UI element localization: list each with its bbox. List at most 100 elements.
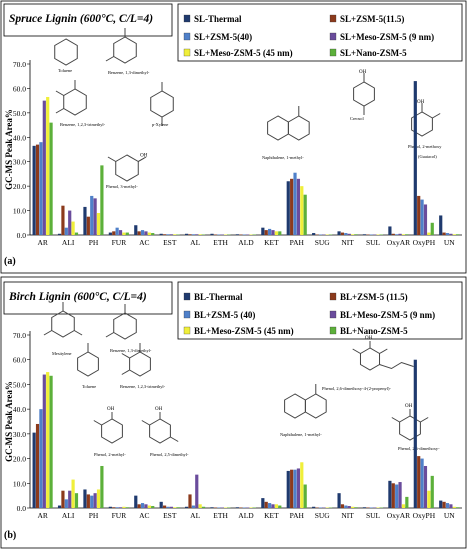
bar-OxyPH-3 xyxy=(423,204,428,235)
bar-NIT-4 xyxy=(351,506,355,508)
legend: SL-Thermal SL+ZSM-5(11.5) SL+ZSM-5(40) SL+M… xyxy=(177,3,463,62)
bar-AL-3 xyxy=(195,474,199,508)
category-label: EST xyxy=(163,511,177,520)
molecule-structure-1: Benzene, 1,3-dimethyl- xyxy=(105,28,150,76)
bar-NIT-5 xyxy=(354,234,358,235)
bar-PAH-5 xyxy=(303,194,307,235)
legend-box xyxy=(177,281,463,340)
molecule-name-label: (Guaiacol) xyxy=(418,154,437,159)
bar-ALI-2 xyxy=(64,227,68,235)
hydroxyl-label: OH xyxy=(140,154,148,159)
molecule-structure-8: OH Phenol, 2,6-dimethoxy- xyxy=(391,404,440,452)
bar-UN-3 xyxy=(449,233,453,235)
ring-0 xyxy=(267,115,289,141)
legend: BL-Thermal BL+ZSM-5 (11.5) BL+ZSM-5 (40) BL… xyxy=(177,281,463,340)
bar-UN-3 xyxy=(449,504,453,508)
molecule-name-label: Phenol, 3-methyl- xyxy=(106,184,138,190)
bar-OxyPH-5 xyxy=(430,475,434,508)
substituent-bond-2 xyxy=(121,369,130,375)
y-tick-label: 50.0 xyxy=(13,380,26,389)
bar-NIT-3 xyxy=(347,506,351,508)
molecule-structure-0: Toluene xyxy=(54,38,78,73)
bar-PAH-0 xyxy=(286,470,290,508)
legend-label-5: SL+Nano-ZSM-5 xyxy=(340,48,407,58)
bar-OxyAR-0 xyxy=(388,226,392,235)
substituent-bond-1 xyxy=(107,156,116,162)
substituent-bond-0 xyxy=(93,420,102,426)
bar-UN-1 xyxy=(442,501,446,508)
category-label: FUR xyxy=(112,238,127,247)
category-label: EST xyxy=(163,238,177,247)
legend-swatch-3 xyxy=(329,32,337,41)
bar-PH-2 xyxy=(90,495,94,508)
category-label: KET xyxy=(264,238,279,247)
bar-EST-1 xyxy=(162,505,167,508)
hydroxyl-label: OH xyxy=(417,100,425,105)
molecule-structure-3: Benzene, 1,2,3-trimethyl- xyxy=(120,343,166,390)
bar-PH-3 xyxy=(93,198,97,235)
molecule-name-label: Creosol xyxy=(350,116,364,121)
category-label: AC xyxy=(139,238,149,247)
bar-PH-1 xyxy=(86,494,90,508)
legend-label-4: BL+Meso-ZSM-5 (45 nm) xyxy=(194,326,294,336)
bar-ETH-0 xyxy=(210,507,214,508)
bars xyxy=(32,359,460,508)
bar-PH-5 xyxy=(100,465,104,508)
bar-EST-4 xyxy=(173,507,177,508)
bar-AC-0 xyxy=(134,495,138,508)
substituent-bond-2 xyxy=(74,330,83,336)
bar-ETH-0 xyxy=(210,233,214,235)
molecule-name-label: Benzene, 1,2,3-trimethyl- xyxy=(120,384,166,390)
bar-AC-1 xyxy=(137,231,141,235)
legend-swatch-3 xyxy=(329,310,337,319)
bar-KET-2 xyxy=(268,228,272,235)
bar-EST-2 xyxy=(166,234,170,235)
bar-AR-0 xyxy=(32,145,36,235)
bar-AL-2 xyxy=(191,505,195,508)
bar-KET-3 xyxy=(271,230,275,235)
category-label: NIT xyxy=(341,511,354,520)
bar-AL-4 xyxy=(198,504,202,508)
bar-PAH-0 xyxy=(286,181,290,235)
bar-NIT-3 xyxy=(347,233,351,235)
bar-UN-0 xyxy=(439,500,443,508)
substituent-bond-1 xyxy=(432,113,441,119)
category-label: UN xyxy=(444,511,455,520)
ring xyxy=(113,36,137,64)
bar-FUR-2 xyxy=(115,227,119,235)
bar-AL-0 xyxy=(185,233,189,235)
bar-EST-2 xyxy=(166,506,170,508)
bar-OxyPH-0 xyxy=(413,81,417,235)
bar-AR-5 xyxy=(49,122,53,235)
bar-OxyAR-2 xyxy=(395,484,399,508)
category-label: PAH xyxy=(290,511,305,520)
bar-FUR-3 xyxy=(118,507,123,508)
hydroxyl-bond xyxy=(138,157,145,162)
y-tick-label: 40.0 xyxy=(13,133,26,142)
category-label: ALD xyxy=(238,238,254,247)
ring xyxy=(113,312,137,340)
bar-PAH-3 xyxy=(296,178,301,235)
molecule-structure-2: Toluene xyxy=(77,343,99,389)
y-tick-label: 30.0 xyxy=(13,158,26,167)
molecule-name-label: Phenol, 2-methoxy xyxy=(408,144,442,150)
bar-ALI-5 xyxy=(74,232,79,235)
bar-EST-3 xyxy=(169,234,173,235)
bar-PH-1 xyxy=(86,216,90,235)
bar-KET-2 xyxy=(268,503,272,508)
bar-AL-3 xyxy=(195,234,199,235)
bar-PH-0 xyxy=(83,206,87,235)
bar-PAH-5 xyxy=(303,484,307,508)
panel-frame-a xyxy=(0,0,467,274)
bar-UN-0 xyxy=(439,215,443,235)
panel-frame-b xyxy=(0,276,467,549)
bar-PH-0 xyxy=(83,489,87,508)
hydroxyl-label: OH xyxy=(107,407,115,412)
bar-AL-2 xyxy=(191,234,195,235)
bar-OxyPH-1 xyxy=(417,195,421,235)
category-label: ETH xyxy=(213,511,228,520)
bar-NIT-4 xyxy=(351,234,355,235)
bar-OxyPH-2 xyxy=(420,199,424,235)
category-label: ALI xyxy=(62,511,75,520)
bar-FUR-4 xyxy=(122,506,126,508)
